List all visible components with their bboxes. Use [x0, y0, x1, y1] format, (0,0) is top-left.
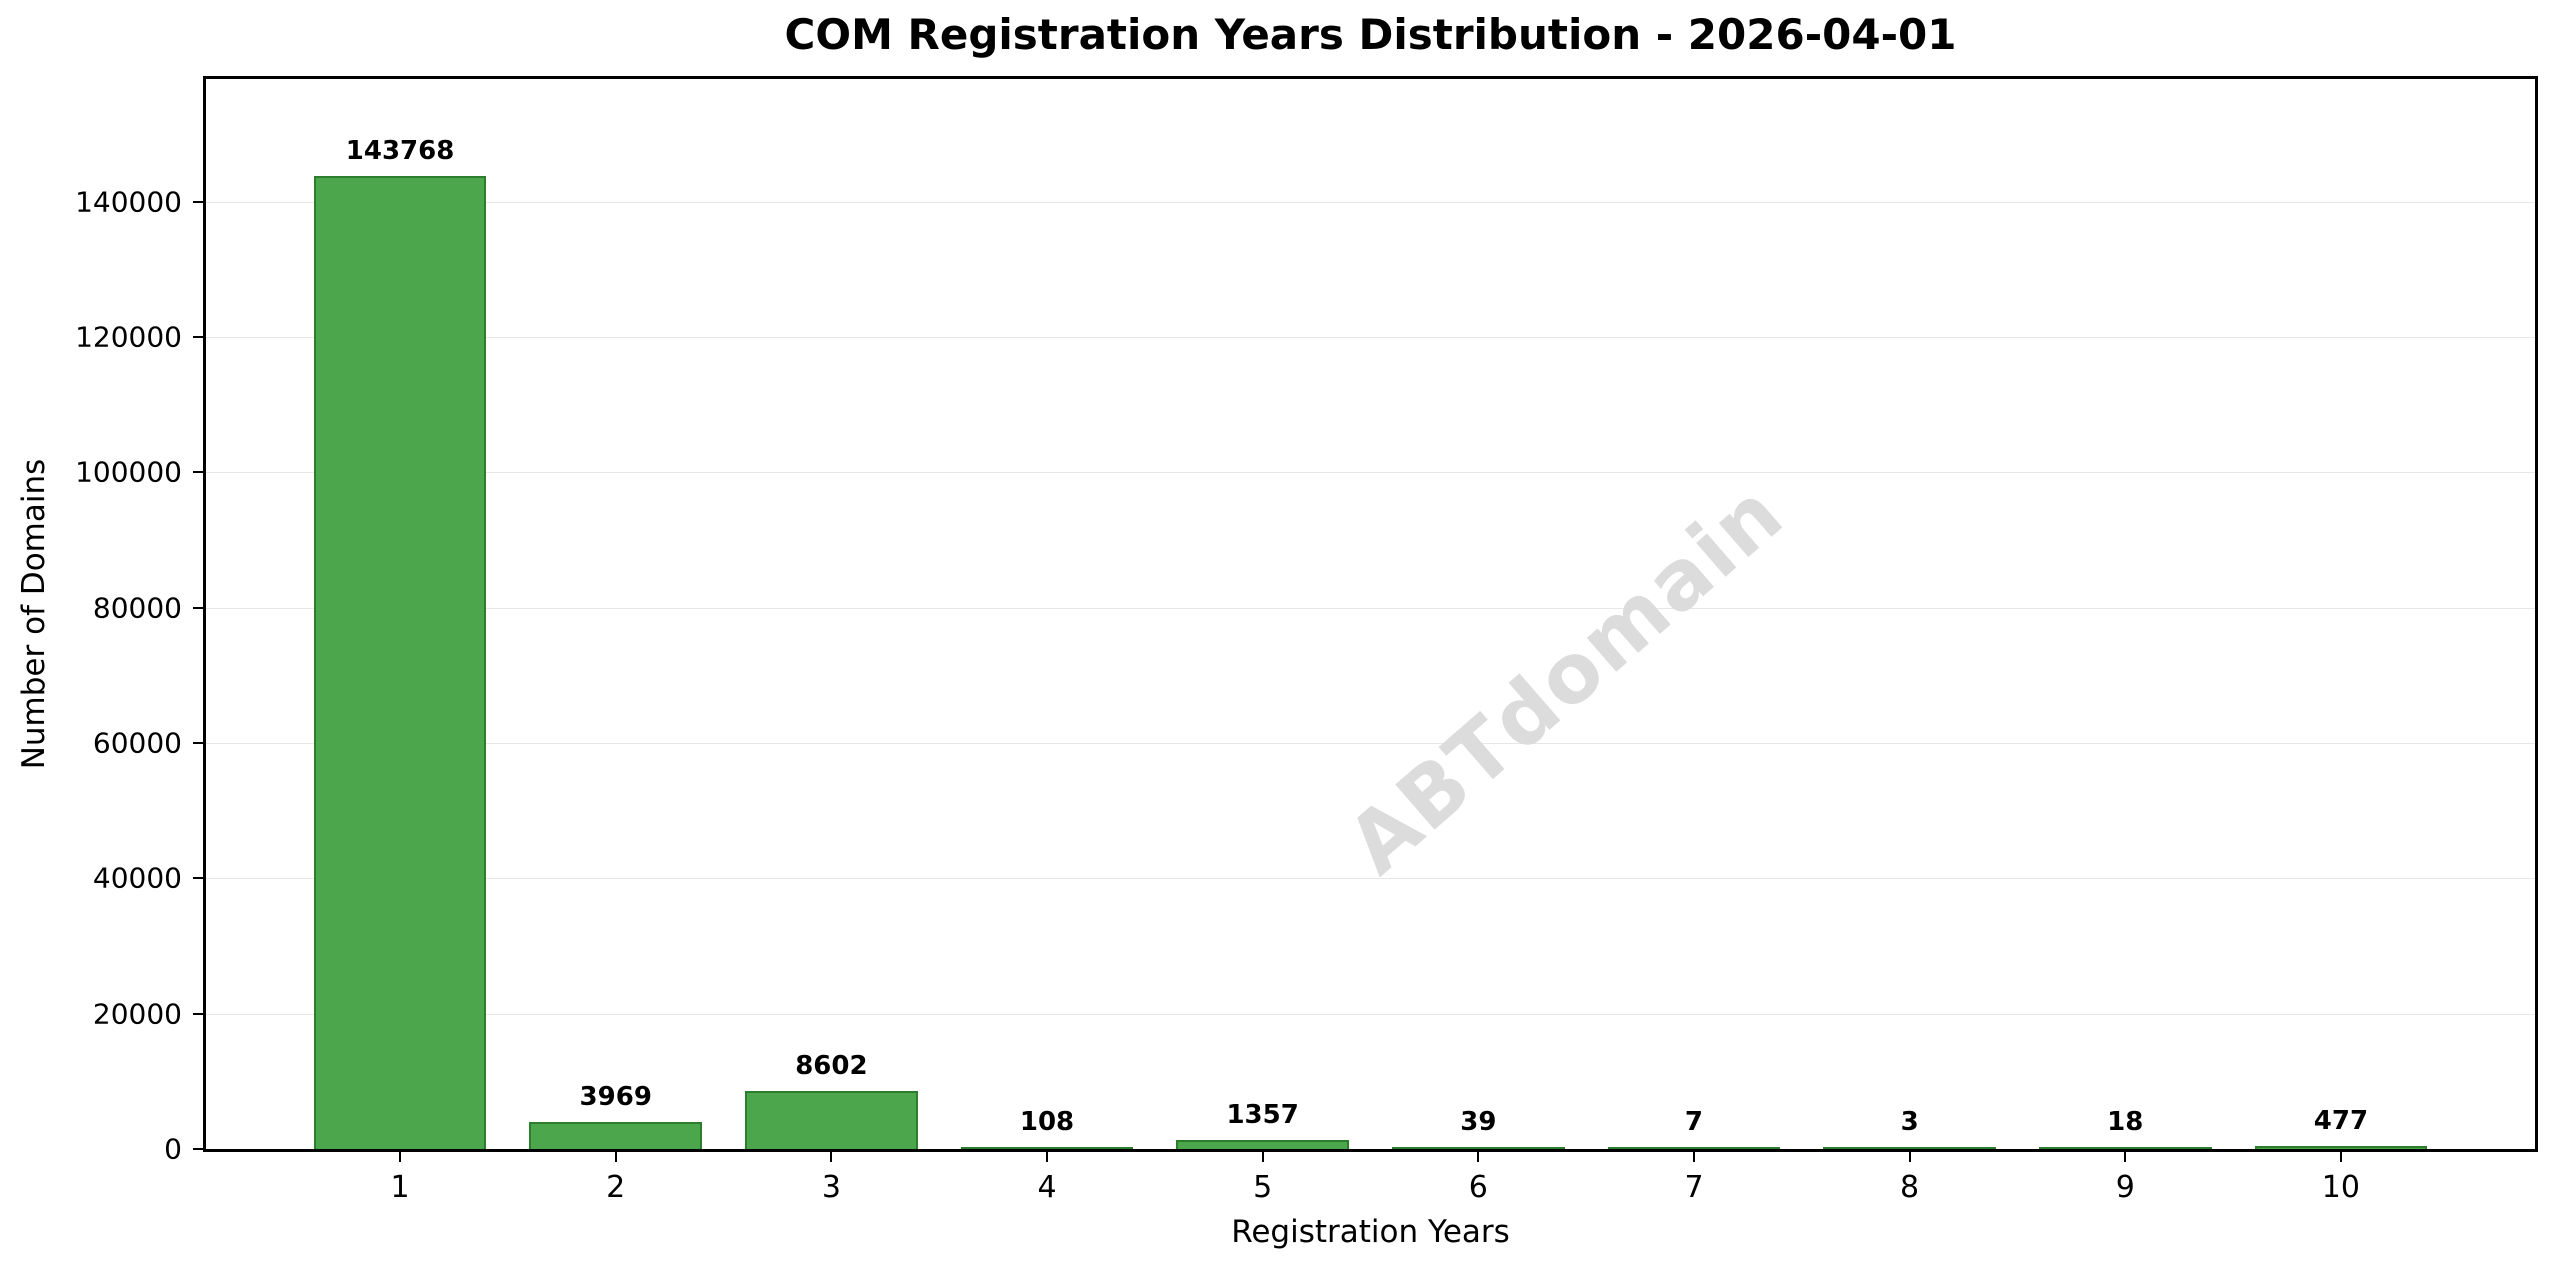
bar-value-label: 1357: [1226, 1099, 1299, 1130]
y-gridline: [206, 1013, 2535, 1015]
y-tick-label: 40000: [92, 861, 182, 895]
x-tick-label: 10: [2321, 1170, 2360, 1205]
bar-year-4: [960, 1147, 1134, 1149]
y-tick-mark: [193, 336, 203, 339]
y-tick-label: 60000: [92, 726, 182, 760]
x-tick-mark: [1477, 1152, 1480, 1162]
y-tick-label: 140000: [75, 185, 182, 219]
bar-value-label: 39: [1460, 1107, 1497, 1137]
y-tick-label: 120000: [75, 320, 182, 354]
x-tick-mark: [1908, 1152, 1911, 1162]
y-gridline: [206, 607, 2535, 609]
x-tick-label: 7: [1684, 1170, 1704, 1205]
bar-value-label: 477: [2313, 1105, 2369, 1136]
bar-year-10: [2254, 1145, 2428, 1149]
x-tick-label: 8: [1900, 1170, 1920, 1205]
bar-year-1: [313, 176, 487, 1149]
bar-value-label: 108: [1019, 1107, 1075, 1137]
bar-year-7: [1607, 1147, 1781, 1149]
x-tick-label: 6: [1468, 1170, 1488, 1205]
bar-year-2: [529, 1122, 702, 1149]
bar-value-label: 7: [1684, 1107, 1704, 1137]
bar-value-label: 3969: [579, 1082, 652, 1113]
bar-year-5: [1176, 1139, 1349, 1149]
x-tick-label: 4: [1037, 1170, 1057, 1205]
x-tick-mark: [399, 1152, 402, 1162]
chart-title: COM Registration Years Distribution - 20…: [784, 10, 1957, 59]
plot-area: 143768 3969 8602 108 1357 39 7 3 18 477 ABTdomain: [203, 76, 2538, 1152]
x-tick-label: 3: [821, 1170, 841, 1205]
y-gridline: [206, 743, 2535, 744]
bar-value-label: 143768: [345, 136, 455, 167]
x-tick-mark: [1693, 1152, 1695, 1162]
x-tick-label: 5: [1253, 1170, 1273, 1205]
y-gridline: [206, 337, 2535, 339]
y-tick-mark: [193, 200, 203, 203]
bar-value-label: 3: [1900, 1107, 1919, 1137]
x-tick-label: 1: [390, 1170, 410, 1205]
x-tick-mark: [2124, 1152, 2127, 1162]
watermark-text: ABTdomain: [1330, 465, 1802, 893]
y-tick-mark: [193, 877, 203, 880]
x-tick-mark: [614, 1152, 617, 1162]
y-tick-mark: [193, 606, 203, 609]
bar-year-9: [2039, 1147, 2212, 1149]
x-tick-mark: [1046, 1152, 1048, 1162]
y-tick-label: 0: [164, 1132, 182, 1166]
y-tick-mark: [193, 1012, 203, 1015]
y-tick-label: 20000: [92, 997, 182, 1031]
bar-value-label: 18: [2107, 1107, 2144, 1137]
y-gridline: [206, 878, 2535, 880]
y-tick-mark: [193, 1148, 203, 1150]
x-axis-label: Registration Years: [1231, 1214, 1510, 1250]
bar-value-label: 8602: [795, 1050, 868, 1081]
y-tick-label: 80000: [92, 591, 182, 625]
bar-year-8: [1823, 1147, 1996, 1149]
x-tick-mark: [830, 1152, 833, 1162]
y-axis-label: Number of Domains: [16, 458, 52, 770]
bar-year-3: [745, 1090, 918, 1149]
x-tick-label: 2: [606, 1170, 626, 1205]
y-tick-mark: [193, 471, 203, 474]
bar-year-6: [1392, 1147, 1565, 1149]
x-tick-label: 9: [2115, 1170, 2135, 1205]
y-tick-mark: [193, 742, 203, 744]
y-tick-label: 100000: [75, 455, 182, 489]
y-gridline: [206, 201, 2535, 203]
y-gridline: [206, 472, 2535, 474]
x-tick-mark: [2339, 1152, 2342, 1162]
x-tick-mark: [1261, 1152, 1264, 1162]
